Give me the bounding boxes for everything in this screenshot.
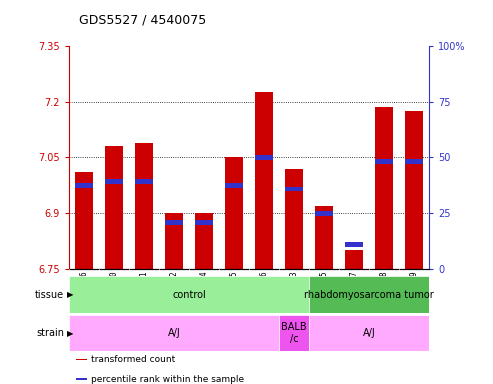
- Bar: [69, 315, 279, 351]
- Bar: [375, 159, 393, 164]
- Bar: [309, 315, 429, 351]
- Bar: [75, 172, 93, 269]
- Bar: [279, 315, 309, 351]
- Bar: [255, 93, 273, 269]
- Text: GDS5527 / 4540075: GDS5527 / 4540075: [79, 14, 206, 27]
- Bar: [345, 242, 363, 247]
- Text: percentile rank within the sample: percentile rank within the sample: [91, 375, 244, 384]
- Bar: [225, 157, 243, 269]
- Text: A/J: A/J: [168, 328, 180, 338]
- Bar: [76, 378, 87, 380]
- Bar: [165, 220, 183, 225]
- Text: ▶: ▶: [67, 329, 73, 338]
- Bar: [75, 183, 93, 188]
- Bar: [285, 169, 303, 269]
- Bar: [195, 220, 213, 225]
- Bar: [375, 108, 393, 269]
- Bar: [69, 276, 309, 313]
- Text: transformed count: transformed count: [91, 355, 175, 364]
- Bar: [315, 211, 333, 215]
- Bar: [225, 183, 243, 188]
- Bar: [405, 111, 423, 269]
- Text: control: control: [172, 290, 206, 300]
- Text: A/J: A/J: [362, 328, 375, 338]
- Text: ▶: ▶: [67, 290, 73, 299]
- Bar: [135, 142, 153, 269]
- Bar: [105, 146, 123, 269]
- Bar: [315, 206, 333, 269]
- Bar: [135, 179, 153, 184]
- Bar: [309, 276, 429, 313]
- Bar: [195, 213, 213, 269]
- Bar: [76, 359, 87, 361]
- Bar: [285, 187, 303, 191]
- Text: rhabdomyosarcoma tumor: rhabdomyosarcoma tumor: [304, 290, 434, 300]
- Bar: [105, 179, 123, 184]
- Bar: [165, 213, 183, 269]
- Text: strain: strain: [36, 328, 64, 338]
- Bar: [345, 250, 363, 269]
- Bar: [255, 155, 273, 160]
- Text: BALB
/c: BALB /c: [281, 322, 307, 344]
- Bar: [405, 159, 423, 164]
- Text: tissue: tissue: [35, 290, 64, 300]
